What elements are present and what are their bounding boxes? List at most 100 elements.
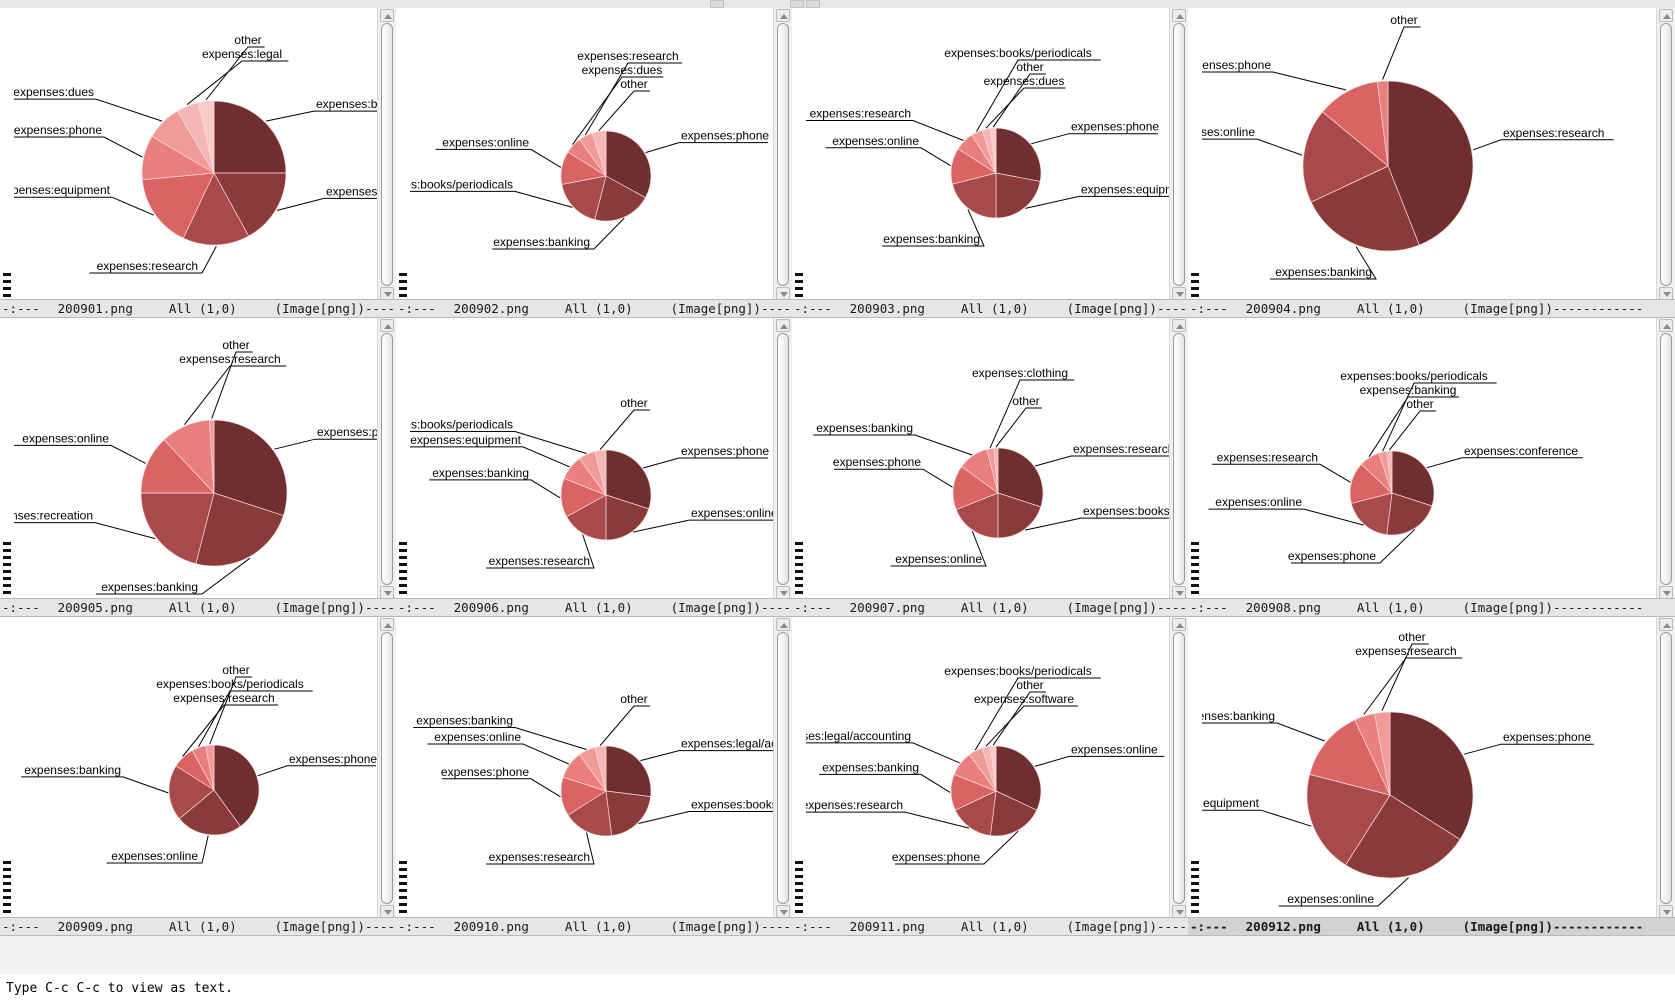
image-buffer[interactable]: expenses:phone expenses:online expenses:ba…	[14, 617, 396, 919]
scrollbar-thumb[interactable]	[1173, 632, 1185, 904]
vertical-scrollbar[interactable]	[377, 318, 396, 600]
minibuffer[interactable]: Type C-c C-c to view as text.	[0, 974, 1675, 1004]
scrollbar-thumb[interactable]	[381, 632, 393, 904]
vertical-scrollbar[interactable]	[377, 617, 396, 919]
scroll-up-arrow-icon[interactable]	[1659, 319, 1673, 332]
pie-slice-label: expenses:banking	[1360, 383, 1457, 397]
image-buffer[interactable]: expenses:phone expenses:online expenses:re…	[410, 318, 792, 600]
image-buffer[interactable]: expenses:legal/accounting expenses:books/…	[410, 617, 792, 919]
scroll-up-arrow-icon[interactable]	[1172, 9, 1186, 22]
mode-line[interactable]: -:--- 200903.png All (1,0) (Image[png])----…	[792, 299, 1188, 318]
toolbar-icon-1[interactable]	[710, 0, 724, 8]
mode-line[interactable]: -:--- 200907.png All (1,0) (Image[png])----…	[792, 598, 1188, 617]
emacs-window[interactable]: expenses:legal/accounting expenses:books/…	[396, 617, 792, 936]
scroll-up-arrow-icon[interactable]	[776, 618, 790, 631]
emacs-window[interactable]: expenses:phone expenses:online expenses:eq…	[1188, 617, 1675, 936]
mode-line[interactable]: -:--- 200905.png All (1,0) (Image[png])----…	[0, 598, 396, 617]
scroll-up-arrow-icon[interactable]	[1172, 319, 1186, 332]
pie-slice	[591, 130, 607, 177]
emacs-window[interactable]: expenses:research expenses:banking expense…	[1188, 8, 1675, 325]
pie-slice	[1322, 81, 1389, 167]
vertical-scrollbar[interactable]	[773, 617, 792, 919]
scroll-up-arrow-icon[interactable]	[1659, 9, 1673, 22]
mode-line[interactable]: -:--- 200911.png All (1,0) (Image[png])----…	[792, 917, 1188, 936]
vertical-scrollbar[interactable]	[773, 318, 792, 600]
emacs-window[interactable]: expenses:phone expenses:banking expenses:b…	[396, 8, 792, 325]
scroll-down-arrow-icon[interactable]	[776, 287, 790, 300]
mode-line[interactable]: -:--- 200908.png All (1,0) (Image[png])----…	[1188, 598, 1675, 617]
scroll-up-arrow-icon[interactable]	[380, 9, 394, 22]
scrollbar-thumb[interactable]	[381, 333, 393, 585]
pie-slice-label: expenses:online	[1202, 125, 1255, 139]
emacs-window[interactable]: expenses:phone expenses:banking expenses:r…	[0, 318, 396, 617]
mode-line[interactable]: -:--- 200906.png All (1,0) (Image[png])----…	[396, 598, 792, 617]
image-buffer[interactable]: expenses:research expenses:books/periodic…	[806, 318, 1188, 600]
scroll-down-arrow-icon[interactable]	[1659, 905, 1673, 918]
scroll-up-arrow-icon[interactable]	[380, 319, 394, 332]
emacs-window[interactable]: expenses:bankingexpenses:onlineexpenses:…	[0, 8, 396, 325]
image-buffer[interactable]: expenses:phone expenses:banking expenses:b…	[410, 8, 792, 301]
pie-leader-line	[1381, 643, 1429, 711]
emacs-window[interactable]: expenses:phone expenses:online expenses:ba…	[0, 617, 396, 936]
window-fringe	[1188, 617, 1202, 919]
scrollbar-thumb[interactable]	[777, 333, 789, 585]
scrollbar-thumb[interactable]	[777, 632, 789, 904]
pie-leader-line	[1025, 195, 1188, 209]
scroll-down-arrow-icon[interactable]	[776, 586, 790, 599]
emacs-window[interactable]: expenses:conference expenses:phone expense…	[1188, 318, 1675, 617]
emacs-window[interactable]: expenses:phone expenses:equipment expenses…	[792, 8, 1188, 325]
scrollbar-thumb[interactable]	[1660, 632, 1672, 904]
pie-slice-label: expenses:banking	[316, 97, 396, 111]
scrollbar-thumb[interactable]	[1660, 333, 1672, 585]
mode-line[interactable]: -:--- 200910.png All (1,0) (Image[png])----…	[396, 917, 792, 936]
window-fringe	[396, 318, 410, 600]
mode-line[interactable]: -:--- 200909.png All (1,0) (Image[png])----…	[0, 917, 396, 936]
mode-line[interactable]: -:--- 200901.png All (1,0) (Image[png])----…	[0, 299, 396, 318]
emacs-window[interactable]: expenses:online expenses:phone expenses:re…	[792, 617, 1188, 936]
emacs-window[interactable]: expenses:research expenses:books/periodic…	[792, 318, 1188, 617]
scroll-up-arrow-icon[interactable]	[1172, 618, 1186, 631]
image-buffer[interactable]: expenses:phone expenses:banking expenses:r…	[14, 318, 396, 600]
mode-line-mark: -:---	[794, 301, 832, 316]
pie-leader-line	[205, 46, 265, 101]
pie-leader-line	[106, 835, 209, 864]
vertical-scrollbar[interactable]	[1169, 617, 1188, 919]
mode-line-major-mode: (Image[png])	[1066, 600, 1157, 615]
mode-line[interactable]: -:--- 200902.png All (1,0) (Image[png])----…	[396, 299, 792, 318]
pie-slice-label: other	[620, 396, 647, 410]
pie-slice	[955, 492, 999, 539]
image-buffer[interactable]: expenses:bankingexpenses:onlineexpenses:…	[14, 8, 396, 301]
mode-line[interactable]: -:--- 200912.png All (1,0) (Image[png])----…	[1188, 917, 1675, 936]
vertical-scrollbar[interactable]	[1169, 8, 1188, 301]
toolbar-icon-2[interactable]	[790, 0, 804, 8]
vertical-scrollbar[interactable]	[773, 8, 792, 301]
image-buffer[interactable]: expenses:conference expenses:phone expense…	[1202, 318, 1675, 600]
scrollbar-thumb[interactable]	[1660, 23, 1672, 286]
scrollbar-thumb[interactable]	[1173, 333, 1185, 585]
image-buffer[interactable]: expenses:phone expenses:equipment expenses…	[806, 8, 1188, 301]
toolbar-icon-3[interactable]	[806, 0, 820, 8]
pie-slice-label: expenses:phone	[1071, 120, 1159, 134]
scroll-up-arrow-icon[interactable]	[776, 319, 790, 332]
scrollbar-thumb[interactable]	[381, 23, 393, 286]
pie-slice-label: expenses:phone	[441, 765, 529, 779]
pie-slice	[213, 100, 287, 174]
scrollbar-thumb[interactable]	[777, 23, 789, 286]
image-buffer[interactable]: expenses:online expenses:phone expenses:re…	[806, 617, 1188, 919]
scroll-down-arrow-icon[interactable]	[1659, 287, 1673, 300]
scrollbar-thumb[interactable]	[1173, 23, 1185, 286]
scroll-up-arrow-icon[interactable]	[1659, 618, 1673, 631]
scroll-up-arrow-icon[interactable]	[380, 618, 394, 631]
pie-chart: expenses:phone expenses:equipment expenses…	[806, 46, 1188, 247]
emacs-window[interactable]: expenses:phone expenses:online expenses:re…	[396, 318, 792, 617]
vertical-scrollbar[interactable]	[1656, 617, 1675, 919]
image-buffer[interactable]: expenses:phone expenses:online expenses:eq…	[1202, 617, 1675, 919]
vertical-scrollbar[interactable]	[1656, 8, 1675, 301]
mode-line[interactable]: -:--- 200904.png All (1,0) (Image[png])----…	[1188, 299, 1675, 318]
vertical-scrollbar[interactable]	[1169, 318, 1188, 600]
vertical-scrollbar[interactable]	[377, 8, 396, 301]
image-buffer[interactable]: expenses:research expenses:banking expense…	[1202, 8, 1675, 301]
vertical-scrollbar[interactable]	[1656, 318, 1675, 600]
pie-leader-line	[14, 98, 163, 122]
scroll-up-arrow-icon[interactable]	[776, 9, 790, 22]
